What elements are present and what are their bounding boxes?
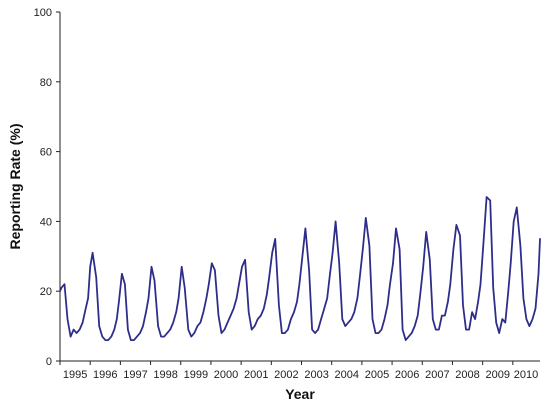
y-tick-label: 0 (46, 356, 52, 368)
y-tick-label: 20 (40, 286, 52, 298)
x-tick-label: 2008 (455, 369, 479, 381)
y-tick-label: 60 (40, 147, 52, 159)
x-tick-label: 2009 (485, 369, 509, 381)
reporting-rate-series-line (59, 196, 541, 341)
x-tick-label: 2007 (425, 369, 449, 381)
y-axis-ticks: 0 20 40 60 80 100 (34, 7, 60, 368)
x-tick-label: 1995 (63, 369, 87, 381)
x-axis-title: Year (285, 386, 315, 402)
x-tick-label: 2005 (365, 369, 389, 381)
x-tick-label: 1999 (184, 369, 208, 381)
x-tick-label: 1996 (93, 369, 117, 381)
y-tick-label: 100 (34, 7, 52, 19)
x-tick-label: 2001 (244, 369, 268, 381)
y-tick-label: 40 (40, 216, 52, 228)
x-tick-label: 2000 (214, 369, 238, 381)
y-tick-label: 80 (40, 77, 52, 89)
y-axis-title: Reporting Rate (%) (7, 124, 23, 250)
x-tick-label: 2006 (395, 369, 419, 381)
x-tick-label: 2002 (274, 369, 298, 381)
x-tick-label: 2004 (335, 369, 359, 381)
x-axis-ticks: 1995 1996 1997 1998 1999 2000 2001 2002 2003 2004… (59, 361, 538, 381)
x-tick-label: 2003 (304, 369, 328, 381)
x-tick-label: 1997 (123, 369, 147, 381)
x-tick-label: 1998 (153, 369, 177, 381)
x-tick-label: 2010 (514, 369, 538, 381)
